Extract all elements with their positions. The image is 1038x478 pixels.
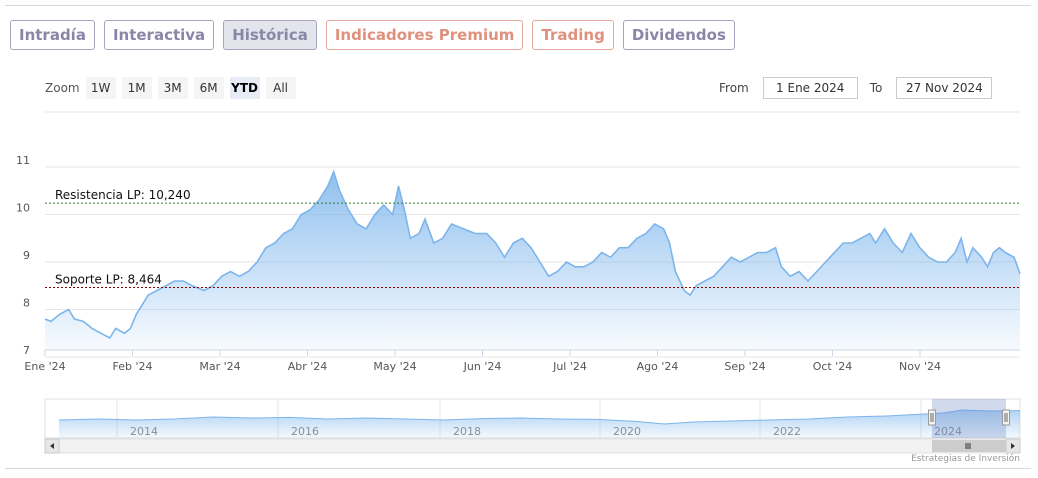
x-tick-label: Jul '24: [552, 360, 587, 373]
navigator-scrollbar-track[interactable]: [44, 438, 1021, 454]
tab-interactiva[interactable]: Interactiva: [103, 20, 215, 50]
zoom-ytd-button[interactable]: YTD: [229, 77, 260, 99]
navigator-handle-left[interactable]: [928, 409, 936, 426]
view-tabs: Intradía Interactiva Histórica Indicador…: [10, 20, 735, 50]
x-tick-label: Nov '24: [899, 360, 941, 373]
navigator[interactable]: 201420162018202020222024: [44, 398, 1021, 454]
zoom-label: Zoom: [45, 81, 80, 95]
top-divider: [5, 5, 1031, 6]
x-tick-label: May '24: [373, 360, 416, 373]
y-tick-label: 8: [23, 297, 30, 310]
from-date-input[interactable]: 1 Ene 2024: [762, 77, 858, 99]
y-tick-label: 10: [16, 202, 30, 215]
support-label: Soporte LP: 8,464: [55, 272, 162, 286]
date-range: From 1 Ene 2024 To 27 Nov 2024: [719, 77, 993, 99]
resistance-label: Resistencia LP: 10,240: [55, 188, 191, 202]
tab-indicadores-premium[interactable]: Indicadores Premium: [325, 20, 524, 50]
x-tick-label: Ene '24: [24, 360, 65, 373]
zoom-all-button[interactable]: All: [265, 77, 296, 99]
tab-intradia[interactable]: Intradía: [10, 20, 95, 50]
bottom-divider: [5, 468, 1031, 469]
x-tick-label: Oct '24: [813, 360, 853, 373]
chevron-left-icon: [50, 443, 54, 449]
navigator-selection[interactable]: [932, 399, 1006, 438]
chevron-right-icon: [1011, 443, 1015, 449]
x-tick-label: Sep '24: [724, 360, 765, 373]
navigator-line: [58, 409, 1021, 425]
to-date-input[interactable]: 27 Nov 2024: [896, 77, 993, 99]
from-label: From: [719, 81, 749, 95]
navigator-handle-right[interactable]: [1002, 409, 1010, 426]
navigator-area: [59, 410, 1020, 438]
y-tick-label: 11: [16, 154, 30, 167]
zoom-3m-button[interactable]: 3M: [157, 77, 188, 99]
price-line: [44, 169, 1021, 340]
zoom-1w-button[interactable]: 1W: [85, 77, 116, 99]
tab-historica[interactable]: Histórica: [223, 20, 317, 50]
price-area: [45, 171, 1020, 350]
zoom-selector: Zoom 1W 1M 3M 6M YTD All: [45, 77, 302, 99]
x-tick-label: Mar '24: [199, 360, 240, 373]
x-tick-label: Feb '24: [113, 360, 153, 373]
tab-trading[interactable]: Trading: [532, 20, 614, 50]
y-tick-label: 9: [23, 249, 30, 262]
navigator-scrollbar-thumb[interactable]: [932, 440, 1006, 452]
zoom-1m-button[interactable]: 1M: [121, 77, 152, 99]
x-tick-label: Abr '24: [288, 360, 328, 373]
x-tick-label: Jun '24: [463, 360, 502, 373]
zoom-6m-button[interactable]: 6M: [193, 77, 224, 99]
tab-dividendos[interactable]: Dividendos: [622, 20, 735, 50]
x-tick-label: Ago '24: [637, 360, 679, 373]
y-tick-label: 7: [23, 344, 30, 357]
to-label: To: [869, 81, 883, 95]
chart-credit: Estrategias de Inversión: [911, 454, 1020, 464]
